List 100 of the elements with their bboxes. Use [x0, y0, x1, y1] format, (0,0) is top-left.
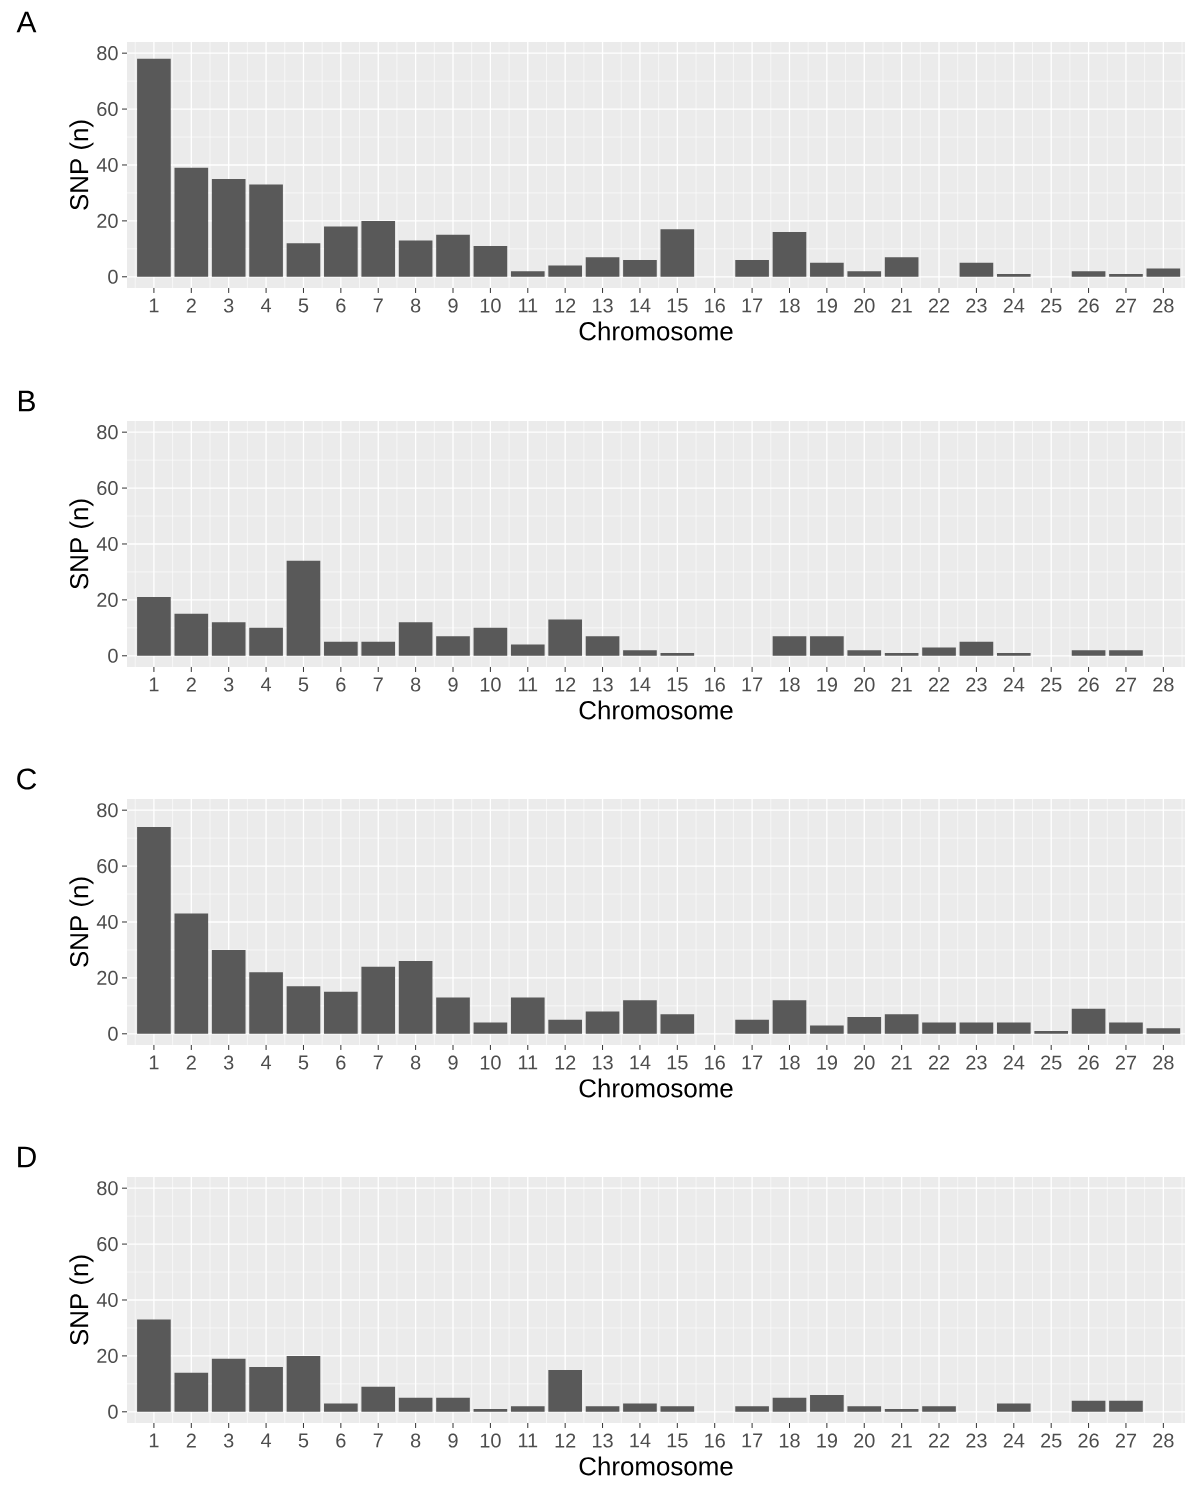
- x-tick-label: 9: [448, 1055, 458, 1070]
- x-tick-label: 8: [410, 677, 421, 692]
- bar: [959, 641, 994, 656]
- x-tick-label: 23: [966, 1055, 987, 1070]
- x-tick-label: 1: [149, 677, 159, 692]
- bar: [137, 1319, 171, 1412]
- x-tick-label: 2: [186, 298, 196, 313]
- bar: [137, 597, 171, 656]
- x-tick-label: 23: [966, 677, 987, 692]
- bar: [548, 1019, 582, 1034]
- bar: [1034, 1031, 1069, 1034]
- x-tick-label: 20: [854, 677, 875, 692]
- bar: [174, 1372, 209, 1412]
- bar: [623, 1000, 657, 1034]
- x-tick-label: 3: [223, 1055, 234, 1070]
- bar: [510, 997, 545, 1034]
- bar: [1146, 268, 1181, 277]
- x-tick-label: 4: [260, 298, 272, 313]
- y-tick-label: 60: [97, 859, 118, 874]
- x-tick-label: 6: [336, 677, 346, 692]
- y-tick-label: 80: [97, 1181, 118, 1196]
- bar: [1109, 1400, 1143, 1412]
- x-tick-label: 7: [373, 1055, 383, 1070]
- bar: [585, 1406, 620, 1412]
- x-tick-label: 27: [1115, 677, 1137, 692]
- x-tick-label: 21: [891, 298, 912, 313]
- x-tick-label: 3: [223, 677, 234, 692]
- bar: [137, 58, 171, 277]
- bar: [174, 613, 209, 656]
- bar: [1146, 1028, 1181, 1034]
- bar: [436, 997, 470, 1034]
- bar: [735, 1406, 769, 1412]
- x-tick-label: 26: [1078, 298, 1099, 313]
- x-tick-label: 2: [186, 1433, 196, 1448]
- bar: [996, 1022, 1031, 1034]
- bar: [137, 826, 171, 1034]
- x-tick-label: 18: [779, 1433, 800, 1448]
- x-tick-label: 22: [928, 1055, 950, 1070]
- bar: [436, 234, 470, 277]
- bar: [660, 1014, 695, 1034]
- x-tick-label: 18: [779, 677, 800, 692]
- bar: [249, 972, 283, 1034]
- y-tick-label: 20: [97, 592, 118, 607]
- bar: [324, 226, 358, 277]
- x-tick-label: 19: [817, 677, 838, 692]
- bar: [398, 1397, 433, 1412]
- bar: [174, 913, 209, 1034]
- bar: [772, 1000, 807, 1034]
- bar: [548, 619, 582, 656]
- x-tick-label: 23: [966, 1433, 987, 1448]
- bar: [211, 178, 246, 277]
- chart-title: D: [18, 1146, 36, 1168]
- x-tick-label: 27: [1115, 1055, 1137, 1070]
- bar: [922, 1406, 956, 1412]
- x-tick-label: 1: [149, 298, 159, 313]
- x-tick-label: 5: [298, 1055, 309, 1070]
- x-tick-label: 4: [260, 1055, 272, 1070]
- bar: [286, 1355, 321, 1412]
- x-tick-label: 16: [705, 1433, 725, 1448]
- y-tick-label: 20: [97, 1348, 118, 1363]
- x-tick-label: 8: [410, 298, 421, 313]
- bar: [959, 1022, 994, 1034]
- x-tick-label: 14: [630, 1055, 651, 1070]
- bar: [660, 1406, 695, 1412]
- bar: [510, 271, 545, 277]
- x-tick-label: 13: [592, 1055, 613, 1070]
- x-tick-label: 3: [223, 1433, 234, 1448]
- bar: [585, 636, 620, 656]
- x-tick-label: 7: [373, 1433, 383, 1448]
- x-tick-label: 10: [480, 1055, 501, 1070]
- y-tick-label: 60: [97, 102, 118, 117]
- x-tick-label: 16: [705, 298, 725, 313]
- bar: [174, 167, 209, 277]
- x-tick-label: 13: [592, 298, 613, 313]
- x-tick-label: 12: [555, 677, 576, 692]
- x-tick-label: 2: [186, 677, 196, 692]
- x-tick-label: 20: [854, 298, 875, 313]
- bar: [211, 622, 246, 656]
- x-tick-label: 12: [555, 1055, 576, 1070]
- x-tick-label: 26: [1078, 1055, 1099, 1070]
- bar: [361, 1386, 396, 1412]
- x-tick-label: 11: [518, 1055, 538, 1070]
- y-tick-label: 40: [96, 1292, 118, 1308]
- bar: [361, 641, 396, 656]
- x-tick-label: 22: [928, 677, 950, 692]
- x-tick-label: 20: [854, 1055, 875, 1070]
- bar: [735, 260, 769, 277]
- x-tick-label: 9: [448, 677, 458, 692]
- x-tick-label: 2: [186, 1055, 196, 1070]
- bar: [585, 257, 620, 277]
- x-tick-label: 1: [149, 1055, 159, 1070]
- x-tick-label: 4: [260, 677, 272, 692]
- bar: [1109, 274, 1143, 277]
- bar: [772, 232, 807, 277]
- x-tick-label: 4: [260, 1433, 272, 1448]
- x-tick-label: 6: [336, 298, 346, 313]
- bar: [996, 653, 1031, 656]
- bar: [847, 650, 882, 656]
- x-tick-label: 19: [817, 298, 838, 313]
- x-tick-label: 10: [480, 1433, 501, 1448]
